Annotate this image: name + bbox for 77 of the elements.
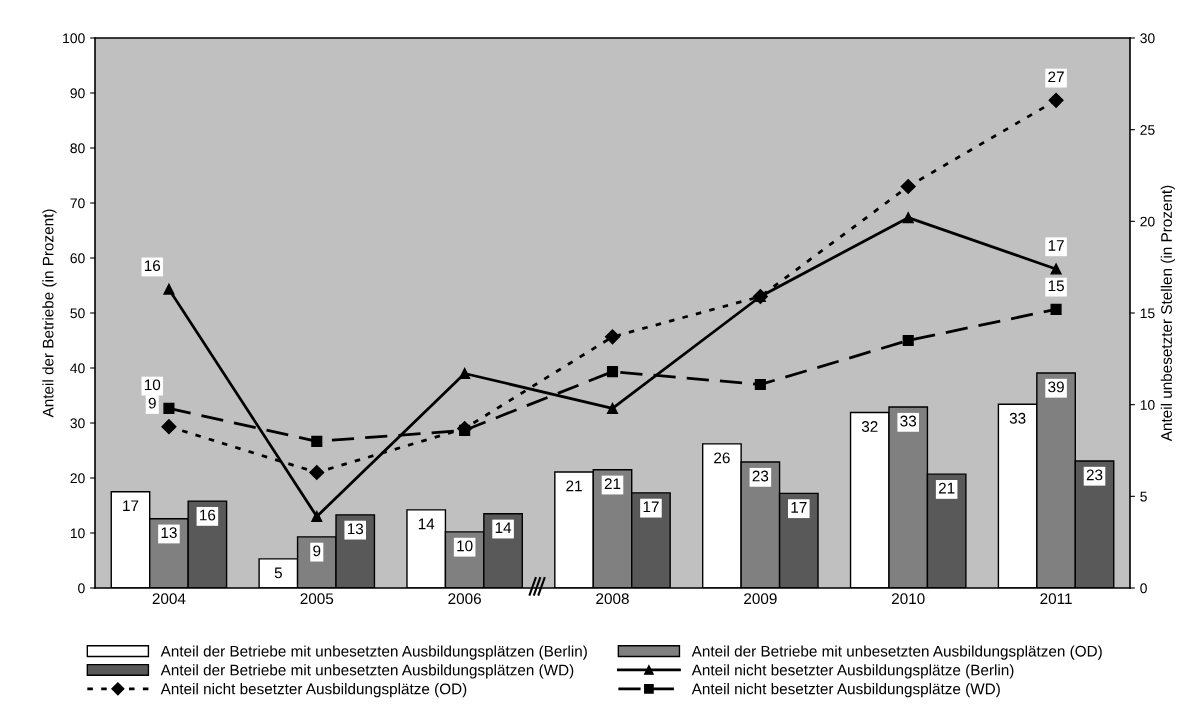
legend-label: Anteil nicht besetzter Ausbildungsplätze (Berlin) bbox=[691, 664, 1014, 679]
y2-tick-label: 15 bbox=[1140, 308, 1155, 319]
data-label: 9 bbox=[313, 545, 321, 557]
data-label: 10 bbox=[144, 379, 161, 391]
point bbox=[604, 329, 621, 345]
data-label: 23 bbox=[752, 470, 769, 482]
point bbox=[1050, 263, 1062, 275]
y-tick-label: 90 bbox=[70, 88, 85, 99]
data-label: 32 bbox=[861, 421, 878, 432]
data-label: 10 bbox=[457, 540, 473, 552]
data-label: 17 bbox=[791, 502, 807, 513]
data-label: 21 bbox=[938, 482, 955, 494]
y-axis-title: Anteil der Betriebe (in Prozent) bbox=[42, 209, 57, 418]
data-label: 5 bbox=[274, 567, 282, 579]
y2-axis-title: Anteil unbesetzter Stellen (in Prozent) bbox=[1160, 185, 1175, 442]
data-label: 26 bbox=[714, 452, 730, 464]
x-tick-label: 2006 bbox=[448, 593, 481, 605]
point bbox=[606, 402, 619, 414]
data-label: 33 bbox=[1009, 412, 1026, 424]
x-tick-label: 2009 bbox=[744, 593, 777, 605]
legend-label: Anteil der Betriebe mit unbesetzten Ausbildungsplätzen (WD) bbox=[160, 664, 574, 679]
data-label: 27 bbox=[1048, 71, 1064, 83]
point bbox=[902, 334, 914, 347]
x-tick-label: 2010 bbox=[891, 593, 925, 605]
y-tick-label: 20 bbox=[70, 473, 85, 484]
data-label: 13 bbox=[347, 523, 364, 535]
point bbox=[459, 367, 471, 380]
point bbox=[311, 435, 323, 447]
point bbox=[754, 378, 766, 391]
y-tick-label: 100 bbox=[63, 33, 85, 44]
y2-tick-label: 5 bbox=[1140, 491, 1147, 502]
y-tick-label: 10 bbox=[70, 528, 85, 539]
data-label: 21 bbox=[566, 480, 582, 492]
data-label: 15 bbox=[1048, 280, 1064, 292]
data-label: 14 bbox=[495, 522, 512, 533]
legend-label: Anteil nicht besetzter Ausbildungsplätze (OD) bbox=[160, 683, 467, 698]
data-label: 21 bbox=[604, 478, 621, 489]
data-label: 9 bbox=[148, 397, 156, 409]
data-label: 39 bbox=[1048, 381, 1064, 393]
y2-tick-label: 30 bbox=[1140, 33, 1155, 44]
y-tick-label: 60 bbox=[70, 253, 85, 264]
y-tick-label: 40 bbox=[70, 363, 85, 374]
legend-label: Anteil der Betriebe mit unbesetzten Ausbildungsplätzen (OD) bbox=[691, 645, 1102, 660]
y2-tick-label: 10 bbox=[1140, 400, 1155, 410]
point bbox=[606, 366, 619, 378]
legend-label: Anteil der Betriebe mit unbesetzten Ausbildungsplätzen (Berlin) bbox=[160, 645, 587, 660]
data-label: 16 bbox=[200, 509, 216, 521]
x-tick-label: 2011 bbox=[1040, 593, 1072, 605]
x-tick-label: 2004 bbox=[152, 593, 186, 605]
data-label: 23 bbox=[1086, 469, 1103, 481]
point bbox=[161, 419, 177, 435]
point bbox=[1050, 303, 1062, 315]
point bbox=[311, 510, 323, 523]
point bbox=[163, 283, 175, 295]
data-label: 17 bbox=[643, 501, 659, 513]
data-label: 33 bbox=[900, 415, 917, 427]
data-label: 14 bbox=[418, 518, 435, 530]
y-tick-label: 30 bbox=[70, 418, 85, 429]
data-label: 17 bbox=[1048, 240, 1064, 251]
y2-tick-label: 20 bbox=[1140, 216, 1155, 227]
point bbox=[1048, 92, 1064, 108]
data-label: 13 bbox=[161, 527, 177, 539]
data-label: 17 bbox=[123, 500, 139, 511]
x-tick-label: 2005 bbox=[300, 593, 334, 605]
data-label: 16 bbox=[144, 260, 161, 272]
y2-tick-label: 0 bbox=[1140, 583, 1147, 594]
y-tick-label: 0 bbox=[78, 583, 85, 594]
point bbox=[902, 212, 914, 224]
legend-label: Anteil nicht besetzter Ausbildungsplätze (WD) bbox=[691, 683, 1000, 698]
y-tick-label: 50 bbox=[70, 308, 85, 319]
y2-tick-label: 25 bbox=[1140, 125, 1155, 135]
y-tick-label: 70 bbox=[70, 198, 85, 209]
point bbox=[309, 464, 325, 481]
x-tick-label: 2008 bbox=[596, 593, 629, 605]
y-tick-label: 80 bbox=[70, 143, 85, 154]
point bbox=[163, 402, 175, 414]
point bbox=[900, 178, 916, 195]
